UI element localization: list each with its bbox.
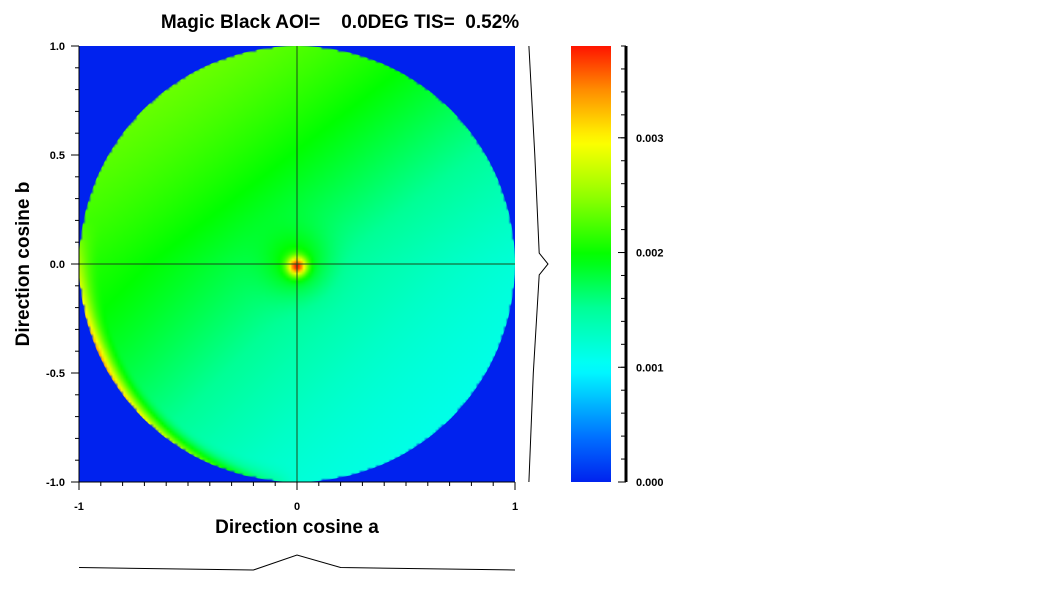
plot-area <box>78 46 515 483</box>
y-tick-label: 1.0 <box>50 41 65 53</box>
y-tick-label: 0.5 <box>50 150 65 162</box>
y-tick-label: -1.0 <box>46 477 65 489</box>
colorbar-gradient <box>571 46 611 482</box>
x-tick-label: 1 <box>512 501 518 513</box>
x-tick-label: -1 <box>74 501 84 513</box>
colorbar-tick-label: 0.001 <box>636 362 664 374</box>
y-axis-label: Direction cosine b <box>13 182 34 347</box>
colorbar-tick-label: 0.002 <box>636 248 664 260</box>
x-axis-ticks: -1 0 1 <box>74 482 518 513</box>
colorbar: 0.000 0.001 0.002 0.003 <box>571 45 664 489</box>
x-axis-label: Direction cosine a <box>215 517 379 538</box>
y-tick-label: -0.5 <box>46 368 65 380</box>
colorbar-tick-label: 0.000 <box>636 477 664 489</box>
profile-b-curve <box>528 45 549 483</box>
y-tick-label: 0.0 <box>50 259 65 271</box>
profile-a-curve <box>78 554 516 571</box>
x-tick-label: 0 <box>294 501 300 513</box>
colorbar-ticks: 0.000 0.001 0.002 0.003 <box>618 45 664 489</box>
chart-title: Magic Black AOI= 0.0DEG TIS= 0.52% <box>161 12 519 33</box>
colorbar-tick-label: 0.003 <box>636 133 664 145</box>
y-axis-ticks: 1.0 0.5 0.0 -0.5 -1.0 <box>46 41 79 489</box>
